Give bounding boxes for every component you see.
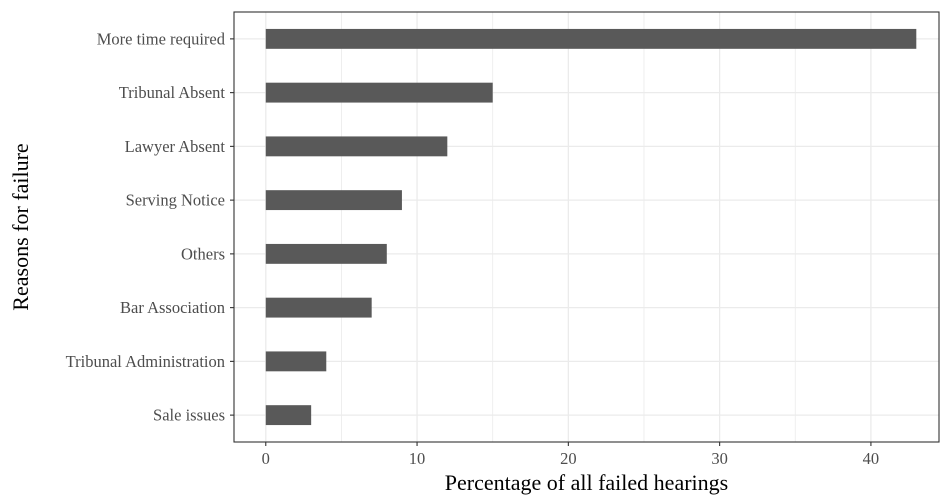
- bar-layer: [265, 28, 917, 426]
- bar: [265, 82, 493, 103]
- y-tick-label: Tribunal Administration: [66, 352, 225, 371]
- y-tick-label: Bar Association: [120, 298, 225, 317]
- x-axis: 0 10 20 30 40: [262, 442, 880, 468]
- x-tick-label: 0: [262, 449, 270, 468]
- x-tick-label: 20: [560, 449, 577, 468]
- y-tick-label: Sale issues: [153, 406, 225, 425]
- x-tick-label: 10: [409, 449, 426, 468]
- x-axis-title: Percentage of all failed hearings: [445, 470, 728, 495]
- y-axis: More time required Tribunal Absent Lawyer …: [66, 29, 234, 425]
- bar: [265, 190, 402, 211]
- panel-border: [233, 11, 940, 443]
- bar: [265, 28, 917, 49]
- bar: [265, 351, 327, 372]
- y-tick-label: Others: [181, 244, 225, 263]
- y-axis-title: Reasons for failure: [8, 143, 33, 310]
- bar: [265, 136, 448, 157]
- y-tick-label: Lawyer Absent: [125, 137, 226, 156]
- bar: [265, 297, 372, 318]
- y-tick-label: Serving Notice: [126, 191, 225, 210]
- y-tick-label: More time required: [97, 29, 226, 48]
- x-tick-label: 30: [711, 449, 728, 468]
- bar: [265, 243, 387, 264]
- y-tick-label: Tribunal Absent: [119, 83, 226, 102]
- x-tick-label: 40: [863, 449, 880, 468]
- bar: [265, 405, 312, 426]
